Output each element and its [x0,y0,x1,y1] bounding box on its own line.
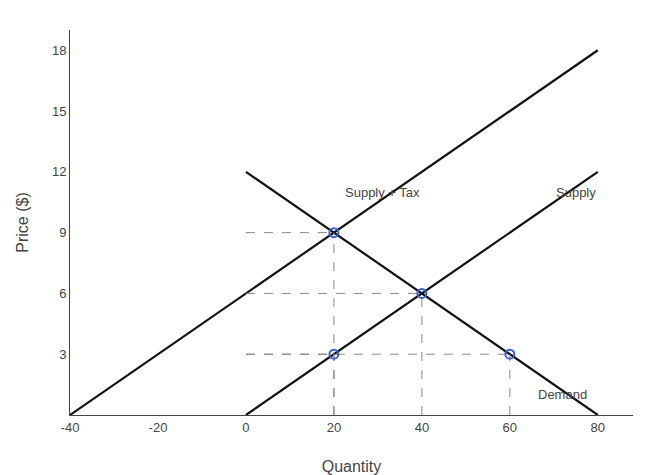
svg-text:-40: -40 [61,420,80,435]
svg-text:3: 3 [59,347,66,362]
svg-text:Supply: Supply [556,185,596,200]
svg-text:6: 6 [59,286,66,301]
svg-text:9: 9 [59,225,66,240]
svg-text:Supply + Tax: Supply + Tax [345,185,420,200]
svg-text:40: 40 [415,420,429,435]
svg-text:80: 80 [591,420,605,435]
svg-text:-20: -20 [149,420,168,435]
svg-text:20: 20 [327,420,341,435]
svg-text:0: 0 [242,420,249,435]
svg-text:60: 60 [503,420,517,435]
svg-text:15: 15 [52,104,66,119]
svg-text:Quantity: Quantity [322,458,382,475]
svg-text:Price ($): Price ($) [14,192,31,252]
svg-text:12: 12 [52,164,66,179]
svg-text:Demand: Demand [538,387,587,402]
svg-text:18: 18 [52,43,66,58]
